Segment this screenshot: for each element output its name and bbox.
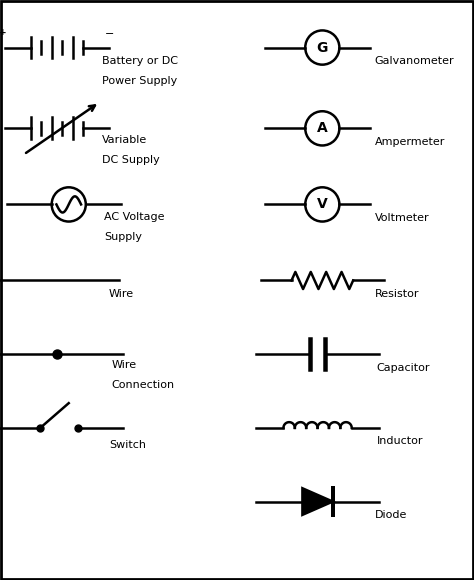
Text: Capacitor: Capacitor <box>377 362 430 373</box>
Text: Switch: Switch <box>109 440 146 450</box>
Text: V: V <box>317 197 328 212</box>
Text: +: + <box>0 28 6 37</box>
Text: G: G <box>317 41 328 55</box>
Text: Supply: Supply <box>104 231 142 241</box>
Text: Inductor: Inductor <box>377 436 423 447</box>
Text: Diode: Diode <box>374 510 407 520</box>
Text: Galvanometer: Galvanometer <box>374 56 454 66</box>
Text: Connection: Connection <box>111 380 174 390</box>
Text: AC Voltage: AC Voltage <box>104 212 165 222</box>
Polygon shape <box>302 488 333 515</box>
Text: Power Supply: Power Supply <box>102 76 177 86</box>
Text: Variable: Variable <box>102 136 147 146</box>
Text: Voltmeter: Voltmeter <box>374 213 429 223</box>
Text: Ampermeter: Ampermeter <box>374 137 445 147</box>
Text: DC Supply: DC Supply <box>102 155 160 165</box>
Text: Wire: Wire <box>111 360 137 371</box>
Text: Wire: Wire <box>109 289 134 299</box>
Text: Battery or DC: Battery or DC <box>102 56 178 66</box>
Text: Resistor: Resistor <box>374 289 419 299</box>
Text: −: − <box>105 29 115 39</box>
Text: A: A <box>317 121 328 135</box>
